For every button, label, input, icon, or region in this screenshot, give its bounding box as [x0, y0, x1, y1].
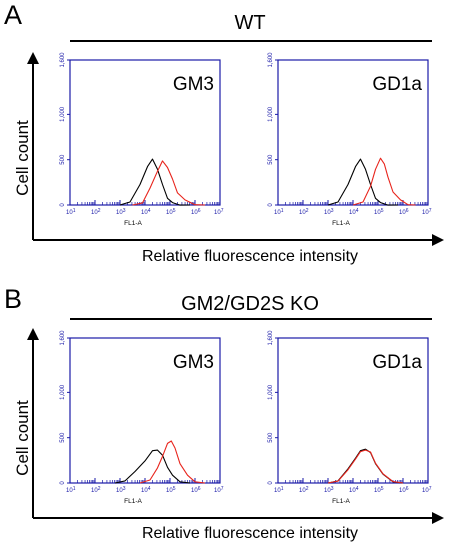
x-tick-label: 104	[349, 486, 359, 494]
x-tick-label: 101	[274, 208, 284, 216]
x-tick-label: 106	[399, 208, 409, 216]
plot-frame	[69, 59, 221, 206]
plot-label: GD1a	[372, 352, 422, 373]
control-histogram-curve	[114, 449, 191, 484]
histogram-ko-gm3: 0 500 1,000 1,600 101 102 103 104 105 106 107.2 FL1…	[60, 330, 224, 505]
group-title-ko: GM2/GD2S KO	[181, 293, 319, 315]
plot-frame	[277, 59, 429, 206]
x-tick-label: 101	[66, 208, 76, 216]
stained-histogram-curve	[352, 157, 416, 206]
panel-letter-b: B	[4, 284, 23, 314]
y-tick-label: 500	[268, 154, 274, 165]
group-title-wt: WT	[234, 12, 266, 34]
plot-label: GM3	[173, 74, 214, 95]
y-tick-label: 1,000	[268, 384, 274, 400]
y-tick-label: 1,000	[268, 106, 274, 122]
x-tick-label: 106	[191, 486, 201, 494]
y-tick-label: 0	[60, 481, 66, 485]
x-tick-label: 102	[91, 208, 101, 216]
x-tick-label: 107.2	[214, 486, 224, 494]
x-tick-label: 104	[141, 486, 151, 494]
y-tick-label: 1,600	[60, 52, 66, 68]
y-tick-label: 1,000	[60, 106, 66, 122]
panel-letter-a: A	[4, 0, 23, 30]
x-tick-label: 105	[166, 486, 176, 494]
y-tick-label: 500	[60, 154, 66, 165]
x-tick-label: 105	[374, 486, 384, 494]
x-tick-label: 102	[299, 486, 309, 494]
x-tick-label: 103	[324, 486, 334, 494]
plot-frame	[69, 337, 221, 484]
y-tick-label: 500	[268, 432, 274, 443]
y-tick-label: 1,600	[268, 330, 274, 346]
x-tick-label: 107.2	[422, 208, 432, 216]
y-tick-label: 500	[60, 432, 66, 443]
x-tick-label: 101	[66, 486, 76, 494]
histogram-wt-gd1a: 0 500 1,000 1,600 101 102 103 104 105 106 107.2 FL1…	[268, 52, 432, 227]
x-tick-label: 106	[191, 208, 201, 216]
y-tick-label: 0	[268, 481, 274, 485]
x-tick-label: 103	[324, 208, 334, 216]
histogram-ko-gd1a: 0 500 1,000 1,600 101 102 103 104 105 106 107.2 FL1…	[268, 330, 432, 505]
group-title-rule	[70, 318, 432, 320]
control-histogram-curve	[327, 158, 399, 206]
x-tick-label: 106	[399, 486, 409, 494]
plot-label: GM3	[173, 352, 214, 373]
y-tick-label: 1,600	[268, 52, 274, 68]
stained-histogram-curve	[139, 440, 206, 484]
x-tick-label: 105	[166, 208, 176, 216]
y-tick-label: 0	[60, 203, 66, 207]
x-axis-label: Relative fluorescence intensity	[141, 525, 359, 542]
stained-histogram-curve	[132, 160, 206, 206]
y-tick-label: 1,600	[60, 330, 66, 346]
x-tick-label: 101	[274, 486, 284, 494]
histogram-wt-gm3: 0 500 1,000 1,600 101 102 103 104 105 106 107.2 FL1…	[60, 52, 224, 227]
x-axis-title: FL1-A	[332, 220, 350, 227]
x-tick-label: 105	[374, 208, 384, 216]
x-tick-label: 104	[349, 208, 359, 216]
control-histogram-curve	[119, 158, 191, 206]
stained-histogram-curve	[327, 449, 404, 484]
x-tick-label: 107.2	[422, 486, 432, 494]
x-tick-label: 102	[299, 208, 309, 216]
group-title-rule	[70, 40, 432, 42]
x-axis-label: Relative fluorescence intensity	[141, 248, 359, 265]
x-tick-label: 104	[141, 208, 151, 216]
y-tick-label: 0	[268, 203, 274, 207]
x-axis-title: FL1-A	[332, 498, 350, 505]
x-axis-title: FL1-A	[124, 498, 142, 505]
x-tick-label: 103	[116, 208, 126, 216]
x-tick-label: 103	[116, 486, 126, 494]
plot-label: GD1a	[372, 74, 422, 95]
x-tick-label: 107.2	[214, 208, 224, 216]
x-axis-title: FL1-A	[124, 220, 142, 227]
x-tick-label: 102	[91, 486, 101, 494]
y-tick-label: 1,000	[60, 384, 66, 400]
